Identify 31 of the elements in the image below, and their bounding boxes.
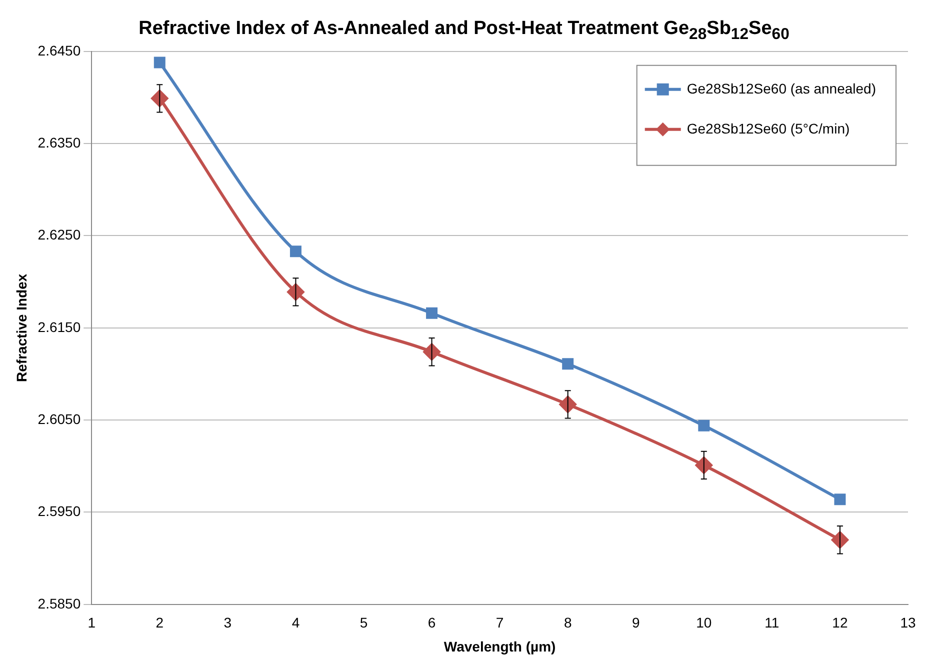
- point: [562, 358, 574, 370]
- y-tick-label: 2.6350: [38, 134, 81, 150]
- chart-title: Refractive Index of As-Annealed and Post-Heat Treatment Ge$_{28}$Sb$_{12}$Se$_{60}$: [138, 18, 790, 44]
- x-tick-label: 5: [360, 614, 368, 631]
- y-tick-label: 2.5850: [38, 595, 81, 612]
- point: [426, 307, 438, 319]
- point: [834, 494, 846, 506]
- y-tick-label: 2.6250: [38, 226, 81, 243]
- x-tick-label: 9: [632, 614, 640, 631]
- x-axis-title: Wavelength (µm): [444, 638, 556, 654]
- y-tick-label: 2.6450: [38, 42, 81, 58]
- legend-label: Ge28Sb12Se60 (as annealed): [686, 80, 876, 96]
- x-tick-label: 3: [224, 614, 232, 631]
- point: [698, 420, 710, 432]
- x-tick-label: 8: [564, 614, 572, 631]
- y-tick-label: 2.6050: [38, 410, 81, 427]
- legend-label: Ge28Sb12Se60 (5°C/min): [686, 120, 850, 136]
- x-tick-label: 11: [764, 614, 780, 631]
- x-tick-label: 10: [696, 614, 712, 631]
- x-tick-label: 1: [88, 614, 96, 631]
- x-tick-label: 7: [496, 614, 504, 631]
- y-axis-title: Refractive Index: [13, 274, 30, 382]
- x-tick-label: 13: [900, 614, 916, 631]
- y-tick-label: 2.6150: [38, 318, 81, 335]
- point: [290, 246, 302, 258]
- x-tick-label: 6: [428, 614, 436, 631]
- point: [154, 56, 166, 68]
- x-tick-label: 12: [832, 614, 848, 631]
- x-tick-label: 2: [156, 614, 164, 631]
- y-tick-label: 2.5950: [38, 503, 81, 520]
- x-tick-label: 4: [292, 614, 300, 631]
